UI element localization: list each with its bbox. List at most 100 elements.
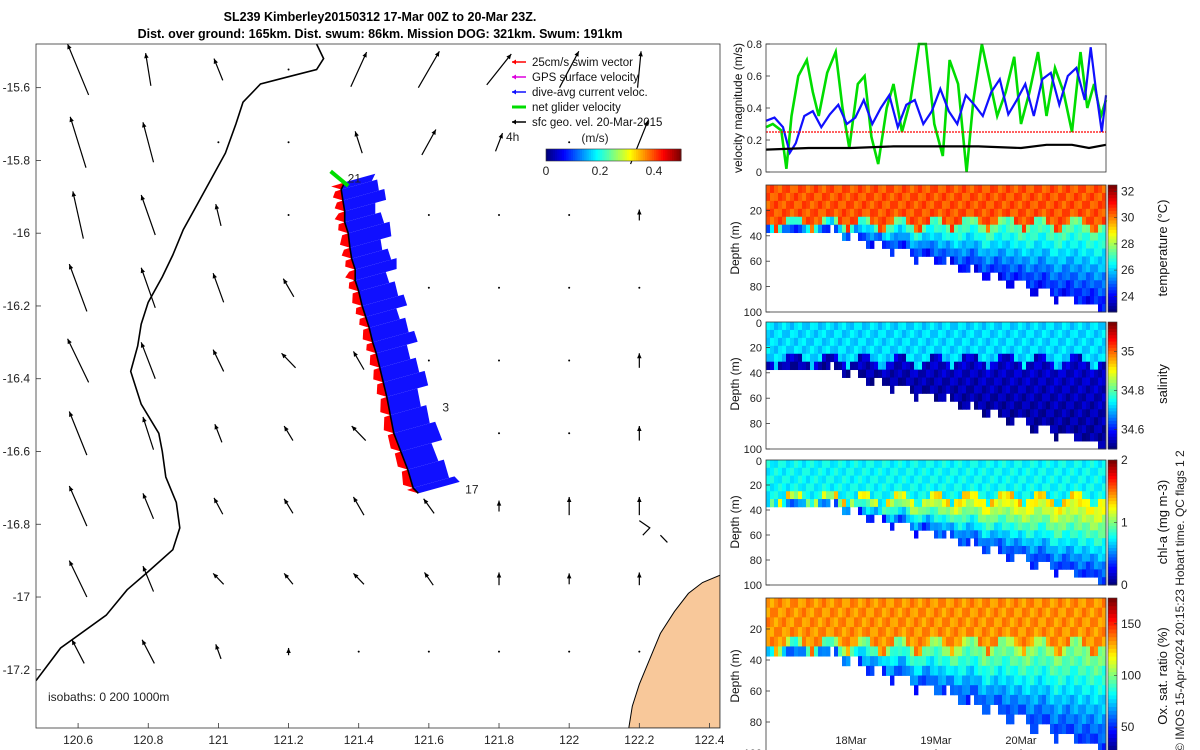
sfc-geo-vector: [352, 496, 365, 516]
sfc-geo-vector: [427, 286, 430, 289]
temperature-depth-label: Depth (m): [728, 221, 742, 274]
day-label: 21: [348, 171, 362, 185]
dive-current-patch: [362, 294, 408, 317]
legend-item-dive-current: dive-avg current veloc.: [512, 87, 648, 99]
sfc-geo-vector: [142, 493, 155, 520]
sfc-geo-vector: [214, 423, 223, 443]
sfc-geo-vector: [213, 497, 224, 515]
velocity-series-line: [765, 47, 1108, 156]
velocity-series-line: [765, 143, 1107, 151]
sfc-geo-vector: [568, 359, 571, 362]
depth-tick-label: 60: [750, 256, 762, 268]
swim-vector-patch: [332, 189, 343, 201]
coastline: [36, 44, 325, 682]
sfc-geo-vector: [494, 132, 504, 152]
section-colorbar: [1107, 321, 1118, 450]
map-colorbar: 0 0.2 0.4: [543, 148, 682, 178]
time-axis-ticks: 18Mar 19Mar 20Mar: [835, 735, 1037, 750]
depth-tick-label: 60: [750, 393, 762, 405]
swim-vector-patch: [373, 367, 384, 383]
sfc-geo-vector: [140, 194, 156, 236]
colorbar-tick-label: 30: [1121, 211, 1135, 225]
depth-top-tick-label: 0: [756, 456, 762, 468]
time-tick-label: 20Mar: [1005, 735, 1037, 747]
map-colorbar-tick: 0: [543, 164, 550, 178]
swim-vector-patch: [345, 269, 356, 281]
arrow-left-icon: [512, 59, 516, 65]
dive-current-patch: [365, 308, 400, 328]
section-panels: Depth (m) temperature (°C) 2040608010024…: [728, 185, 1170, 750]
map-colorbar-tick: 0.4: [646, 164, 663, 178]
sfc-geo-vector: [566, 496, 572, 516]
legend-item-sfc-geo: sfc geo. vel. 20-Mar-2015: [512, 117, 662, 129]
dive-current-patch: [372, 330, 418, 354]
sfc-geo-vector: [566, 573, 572, 585]
sfc-geo-vector: [68, 411, 88, 456]
sfc-geo-vector: [281, 352, 297, 369]
dive-current-patch: [390, 405, 430, 434]
dive-current-patch: [348, 221, 392, 248]
swim-vector-patch: [380, 396, 391, 416]
velocity-y-tick-label: 0.2: [747, 135, 762, 147]
map-x-tick-label: 121.4: [344, 733, 374, 747]
legend-item-swim-vector: 25cm/s swim vector: [512, 57, 633, 69]
map-x-tick-label: 121.2: [274, 733, 304, 747]
sfc-geo-vector: [558, 50, 580, 88]
sfc-geo-vector: [142, 565, 155, 592]
swim-vector-patch: [334, 200, 345, 212]
salinity-depth-label: Depth (m): [728, 357, 742, 410]
swim-vector-patch: [401, 469, 414, 488]
sfc-geo-vector: [353, 572, 365, 585]
arrow-left-icon: [512, 119, 516, 125]
sfc-geo-vector: [144, 53, 152, 86]
sfc-geo-vector: [351, 425, 367, 441]
sfc-geo-vector: [568, 432, 571, 435]
velocity-y-tick-label: 0: [756, 167, 762, 179]
section-colorbar: [1107, 184, 1118, 313]
depth-tick-label: 60: [750, 686, 762, 698]
swim-vector-patch: [362, 327, 373, 343]
map-y-tick-label: -17: [13, 590, 31, 604]
depth-tick-label: 40: [750, 368, 762, 380]
sfc-geo-vector: [67, 44, 90, 96]
section-axes-box: [765, 184, 1107, 313]
sfc-geo-vector: [637, 426, 642, 441]
map-y-tick-label: -16.2: [3, 299, 31, 313]
depth-top-tick-label: 0: [756, 318, 762, 330]
sfc-geo-vector: [282, 278, 295, 298]
legend-item-net-velocity: net glider velocity: [512, 102, 621, 114]
sfc-geo-vector: [427, 214, 430, 216]
sfc-geo-vector: [357, 650, 360, 653]
map-x-tick-label: 120.8: [133, 733, 163, 747]
colorbar-tick-label: 32: [1121, 185, 1135, 199]
sfc-geo-vector: [498, 650, 501, 653]
depth-tick-label: 20: [750, 205, 762, 217]
islands: [638, 520, 668, 543]
colorbar-tick-label: 26: [1121, 263, 1135, 277]
sfc-geo-vector: [498, 432, 501, 435]
salinity-panel: Depth (m) salinity 20 40 60 80 100 0 34.6 34.8 3…: [728, 318, 1170, 456]
legend-label-gps: GPS surface velocity: [532, 72, 639, 84]
depth-tick-label: 100: [744, 748, 762, 750]
arrow-left-icon: [512, 74, 516, 80]
sfc-geo-vector: [283, 425, 294, 441]
depth-tick-label: 40: [750, 231, 762, 243]
dive-current-patch: [379, 357, 420, 383]
velocity-y-label: velocity magnitude (m/s): [731, 43, 745, 173]
sfc-geo-vector: [423, 498, 435, 514]
depth-tick-label: 100: [744, 444, 762, 456]
sfc-geo-vector: [638, 650, 641, 653]
swim-vector-patch: [341, 247, 352, 259]
sfc-geo-vector: [636, 51, 643, 88]
sfc-geo-vector: [71, 191, 84, 239]
dive-current-patch: [386, 388, 421, 416]
swim-vector-patch: [339, 233, 350, 248]
dive-current-patch: [393, 421, 443, 452]
dive-current-patch: [344, 202, 376, 223]
sfc-geo-vector: [68, 560, 88, 598]
sfc-geo-vector: [568, 214, 571, 216]
sfc-geo-vectors: [67, 44, 649, 664]
sfc-geo-vector: [214, 203, 222, 227]
